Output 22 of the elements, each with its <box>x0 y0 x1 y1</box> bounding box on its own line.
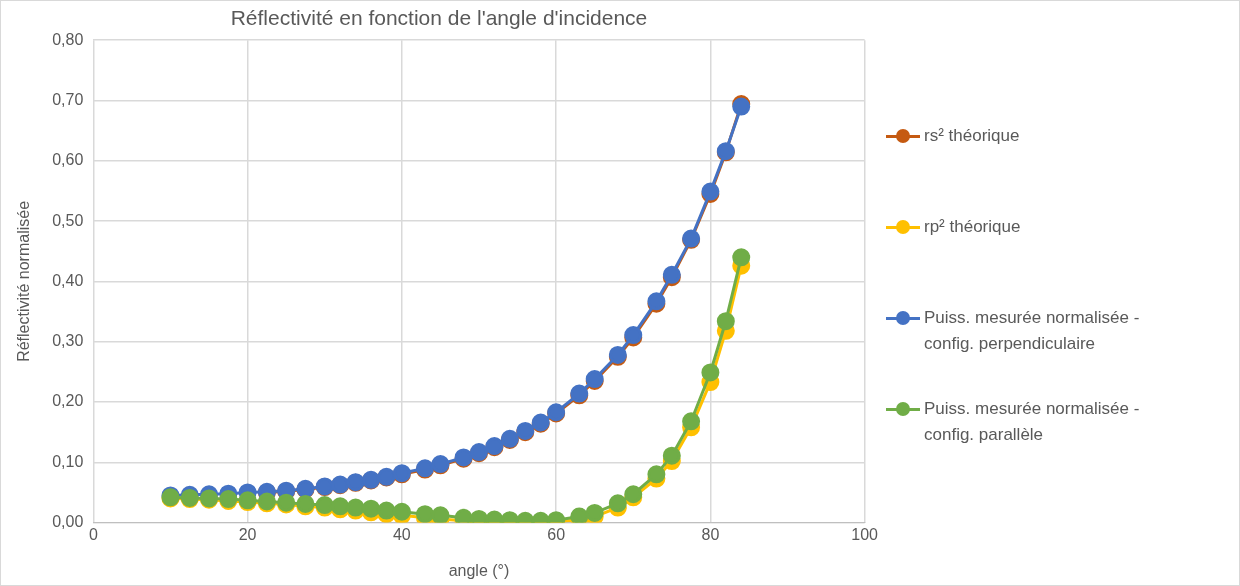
y-tick-label: 0,00 <box>52 513 84 531</box>
x-tick-label: 0 <box>88 525 98 543</box>
x-tick-label: 60 <box>547 525 566 543</box>
y-tick-label: 0,80 <box>52 30 84 48</box>
y-tick-label: 0,70 <box>52 90 84 108</box>
legend-label: Puiss. mesurée normalisée - config. parallèle <box>924 398 1141 446</box>
chart-title: Réflectivité en fonction de l'angle d'incidence <box>230 6 648 30</box>
x-tick-label: 20 <box>238 525 257 543</box>
y-tick-label: 0,20 <box>52 392 84 410</box>
legend-label: rp² théorique <box>924 216 1021 238</box>
y-tick-label: 0,30 <box>52 332 84 350</box>
x-tick-label: 100 <box>851 525 879 543</box>
x-axis-title: angle (°) <box>448 561 510 579</box>
y-tick-label: 0,60 <box>52 151 84 169</box>
y-axis-title: Réflectivité normalisée <box>15 200 33 362</box>
legend-label: rs² théorique <box>924 125 1020 147</box>
legend-label: Puiss. mesurée normalisée - config. perpendiculaire <box>924 307 1141 355</box>
y-tick-label: 0,50 <box>52 211 84 229</box>
x-tick-label: 80 <box>701 525 720 543</box>
y-tick-label: 0,40 <box>52 271 84 289</box>
x-tick-label: 40 <box>392 525 411 543</box>
y-tick-label: 0,10 <box>52 452 84 470</box>
